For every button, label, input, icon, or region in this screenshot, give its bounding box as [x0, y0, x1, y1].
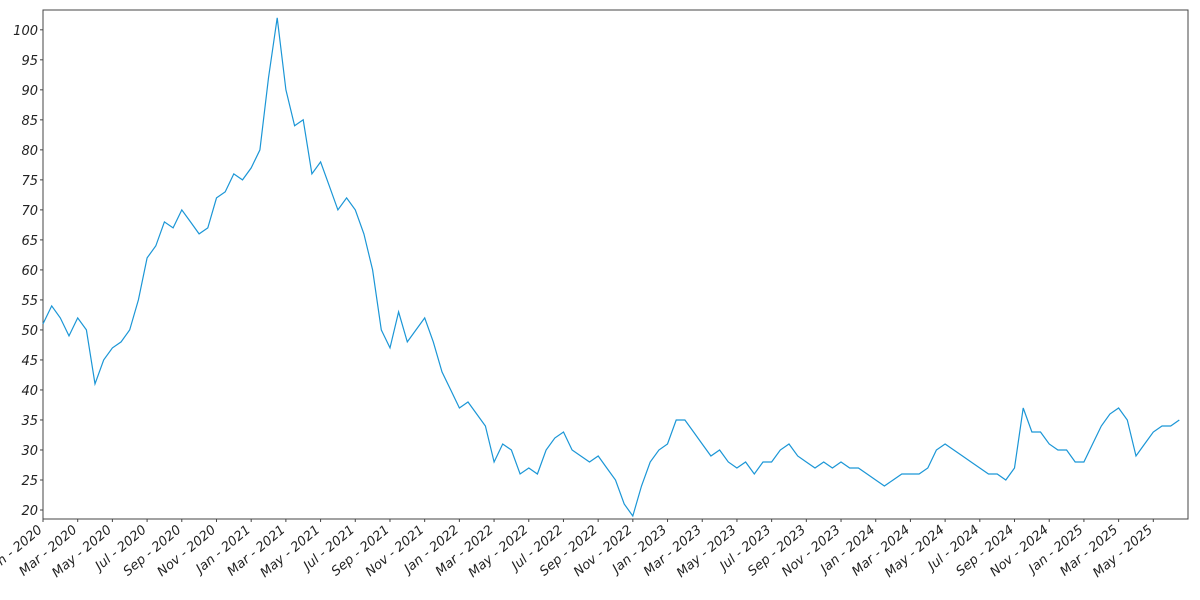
- y-tick-label: 50: [21, 324, 38, 339]
- y-tick-label: 55: [21, 294, 38, 309]
- y-tick-label: 95: [21, 54, 38, 69]
- y-tick-label: 30: [21, 444, 38, 459]
- y-tick-label: 60: [21, 264, 38, 279]
- line-series: [42, 17, 1180, 518]
- y-tick-label: 25: [21, 474, 38, 489]
- y-tick-label: 40: [21, 384, 38, 399]
- y-tick-label: 80: [21, 144, 38, 159]
- y-tick-label: 45: [21, 354, 38, 369]
- y-tick-label: 75: [21, 174, 38, 189]
- y-tick-label: 65: [21, 234, 38, 249]
- y-tick-label: 100: [13, 24, 38, 39]
- y-tick-label: 35: [21, 414, 38, 429]
- y-tick-label: 20: [21, 504, 38, 519]
- plot-frame: [42, 9, 1189, 520]
- y-tick-label: 70: [21, 204, 38, 219]
- y-tick-label: 90: [21, 84, 38, 99]
- y-tick-label: 85: [21, 114, 38, 129]
